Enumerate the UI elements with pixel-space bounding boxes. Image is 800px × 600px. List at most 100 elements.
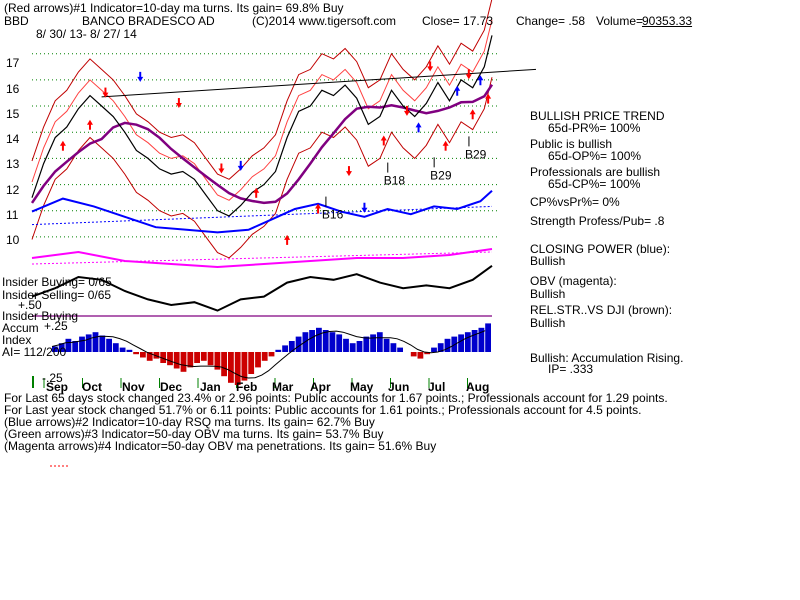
accum-bar <box>99 335 106 352</box>
price-tick: 10 <box>6 233 20 247</box>
footer-green-arrows: (Green arrows)#3 Indicator=50-day OBV ma… <box>4 427 384 441</box>
accum-bar <box>228 352 234 383</box>
accum-bar <box>471 330 478 352</box>
accum-tick-neg25: -.25 <box>42 371 63 385</box>
signal-arrow-head <box>102 92 109 98</box>
accum-tick-25: +.25 <box>44 319 68 333</box>
close-value: Close= 17.73 <box>422 14 494 28</box>
signal-arrow-head <box>469 109 476 115</box>
accum-bar <box>329 332 336 352</box>
obv-ma <box>31 251 493 265</box>
accum-bar <box>383 338 390 352</box>
accum-title: Bullish: Accumulation Rising. <box>530 351 684 365</box>
accum-bar <box>444 338 451 352</box>
accum-bar <box>349 343 356 352</box>
accum-bar <box>85 334 92 352</box>
price-tick: 15 <box>6 107 20 121</box>
pros-title: Professionals are bullish <box>530 165 661 179</box>
signal-arrow-head <box>237 165 244 171</box>
signal-arrow-head <box>175 103 182 109</box>
accum-bar <box>173 352 180 369</box>
price-tick: 11 <box>6 208 19 222</box>
ticker: BBD <box>4 14 29 28</box>
accum-bar <box>322 330 329 352</box>
footer-blue-arrows: (Blue arrows)#2 Indicator=10-day RSQ ma … <box>4 415 375 429</box>
change-value: Change= .58 <box>516 14 586 28</box>
accum-tick-50: +.50 <box>18 298 42 312</box>
insider-buying: Insider Buying= 0/65 <box>2 275 112 289</box>
signal-arrow-head <box>137 76 144 82</box>
accum-bar <box>126 349 133 352</box>
signal-arrow-head <box>465 74 472 80</box>
signal-arrow-head <box>485 93 492 99</box>
month-label: Dec <box>160 380 183 394</box>
signal-arrow-head <box>59 140 66 146</box>
lower-band <box>31 77 493 259</box>
accum-bar <box>282 345 288 352</box>
volume-label: Volume= <box>596 14 644 28</box>
signal-annotation: B16 <box>322 208 344 222</box>
signal-arrow-head <box>454 85 461 91</box>
pros-value: 65d-CP%= 100% <box>548 177 641 191</box>
signal-arrow-head <box>415 122 422 128</box>
accum-bar <box>485 323 491 352</box>
accum-bar <box>410 352 417 357</box>
accum-bar <box>431 347 437 352</box>
signal-arrow-head <box>477 75 484 81</box>
accum-bar <box>356 341 363 352</box>
signal-arrow-head <box>380 135 387 141</box>
accum-bar <box>268 352 275 357</box>
accum-bar <box>133 352 139 355</box>
upper-band <box>31 0 493 180</box>
accum-bar <box>309 330 315 352</box>
accum-ma-line <box>51 330 486 379</box>
accum-bar <box>397 347 403 352</box>
accum-bar <box>58 343 65 352</box>
accum-bar <box>72 341 79 352</box>
month-label: Aug <box>466 380 490 394</box>
accum-bar <box>363 336 370 352</box>
accum-bar <box>153 352 160 359</box>
accum-bar <box>478 327 485 352</box>
accum-bar <box>187 352 194 368</box>
signal-arrow-head <box>218 168 225 174</box>
accum-bar <box>336 334 343 352</box>
accum-bar <box>343 338 349 352</box>
signal-arrow-head <box>253 187 260 193</box>
accum-bar <box>112 343 119 352</box>
signal-arrow-head <box>427 66 434 72</box>
month-label: Oct <box>82 380 103 394</box>
month-label: May <box>350 380 374 394</box>
closing-power-line <box>31 190 493 234</box>
month-label: Jun <box>388 380 410 394</box>
accum-bar <box>316 327 322 352</box>
obv-title: OBV (magenta): <box>530 274 617 288</box>
signal-annotation: B29 <box>430 168 452 182</box>
ai-value: AI= 112/200 <box>2 345 67 359</box>
price-line <box>31 35 493 217</box>
index-label: Index <box>2 333 32 347</box>
accum-bar <box>140 352 146 358</box>
price-tick: 13 <box>6 157 20 171</box>
accum-bar <box>106 338 112 352</box>
volume-value: 90353.33 <box>642 14 693 28</box>
accum-bar <box>92 332 99 352</box>
red-arrows-indicator: (Red arrows)#1 Indicator=10-day ma turns… <box>4 1 344 15</box>
accum-bar <box>417 352 424 359</box>
accum-bar <box>275 349 282 352</box>
accum-bar <box>295 336 302 352</box>
month-label: Mar <box>272 380 294 394</box>
insider-selling: Insider Selling= 0/65 <box>2 288 112 302</box>
date-range: 8/ 30/ 13- 8/ 27/ 14 <box>36 27 137 41</box>
accum-bar <box>261 352 268 361</box>
obv-line <box>31 248 493 269</box>
price-tick: 14 <box>6 132 20 146</box>
accum-bar <box>65 338 72 352</box>
footer-65days: For Last 65 days stock changed 23.4% or … <box>4 391 668 405</box>
closing-power-value: Bullish <box>530 254 566 268</box>
footer-magenta-arrows: (Magenta arrows)#4 Indicator=50-day OBV … <box>4 439 437 453</box>
accum-bar <box>390 343 397 352</box>
signal-arrow-head <box>284 234 291 240</box>
accum-bar <box>255 352 261 368</box>
